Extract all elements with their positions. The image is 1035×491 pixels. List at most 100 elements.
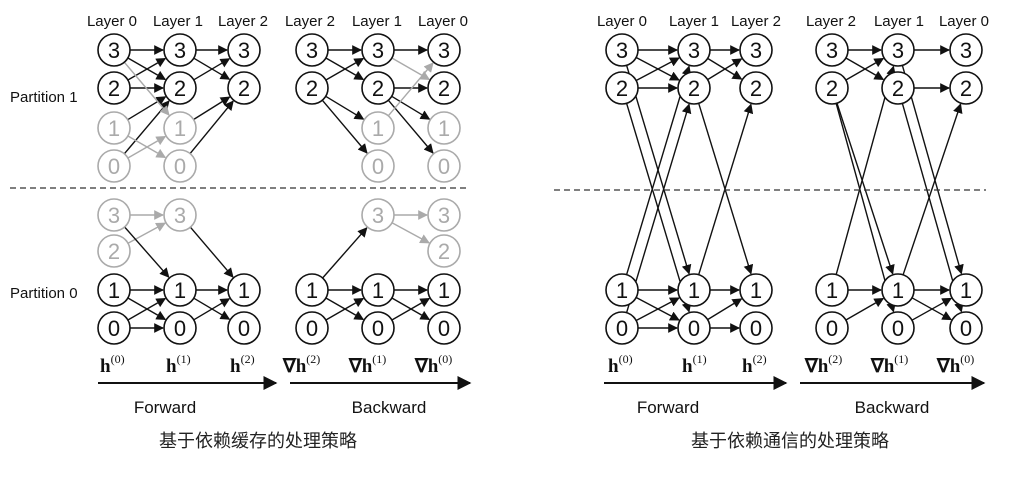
vertex-id: 0 (372, 316, 384, 341)
vertex-circle (227, 33, 261, 67)
vertex-node: 3 (427, 33, 461, 67)
vertex-circle (97, 111, 131, 145)
vertex-node: 2 (605, 71, 639, 105)
dependency-edge (625, 65, 692, 275)
vertex-node: 3 (361, 198, 395, 232)
dependency-edge (625, 103, 692, 313)
vertex-node: 0 (361, 149, 395, 183)
dependency-edge (127, 57, 167, 81)
vertex-node: 0 (97, 149, 131, 183)
vertex-node: 2 (815, 71, 849, 105)
vertex-circle (739, 311, 773, 345)
vertex-id: 3 (372, 203, 384, 228)
dependency-edge (127, 135, 167, 159)
vertex-id: 1 (174, 278, 186, 303)
vertex-node: 0 (677, 311, 711, 345)
vertex-id: 1 (616, 278, 628, 303)
dependency-edge (901, 65, 964, 275)
vertex-node: 3 (949, 33, 983, 67)
vertex-circle (949, 33, 983, 67)
vertex-node: 0 (163, 149, 197, 183)
vertex-id: 3 (108, 203, 120, 228)
vertex-node: 3 (427, 198, 461, 232)
vertex-node: 0 (881, 311, 915, 345)
dependency-edge (835, 65, 896, 275)
vertex-id: 3 (688, 38, 700, 63)
partition-1-label: Partition 1 (10, 89, 78, 106)
vertex-id: 2 (372, 76, 384, 101)
dependency-edge (635, 297, 680, 322)
vertex-circle (163, 33, 197, 67)
vertex-node: 1 (427, 111, 461, 145)
feature-label: ∇h(1) (348, 352, 386, 377)
dependency-edge (127, 96, 167, 121)
vertex-circle (361, 273, 395, 307)
dependency-edge (635, 57, 680, 82)
vertex-id: 2 (688, 76, 700, 101)
vertex-node: 2 (427, 71, 461, 105)
feature-label: h(2) (742, 352, 767, 377)
layer-header: Layer 2 (806, 13, 856, 30)
vertex-circle (163, 273, 197, 307)
vertex-id: 2 (174, 76, 186, 101)
vertex-id: 2 (826, 76, 838, 101)
vertex-node: 3 (295, 33, 329, 67)
vertex-node: 3 (739, 33, 773, 67)
vertex-node: 0 (739, 311, 773, 345)
vertex-node: 2 (677, 71, 711, 105)
vertex-circle (295, 273, 329, 307)
vertex-id: 3 (174, 38, 186, 63)
vertex-node: 1 (163, 273, 197, 307)
vertex-circle (361, 311, 395, 345)
vertex-node: 3 (227, 33, 261, 67)
vertex-circle (605, 311, 639, 345)
vertex-id: 3 (108, 38, 120, 63)
vertex-node: 2 (295, 71, 329, 105)
vertex-node: 0 (295, 311, 329, 345)
dependency-edge (127, 222, 166, 244)
partition-0-label: Partition 0 (10, 285, 78, 302)
vertex-circle (815, 33, 849, 67)
vertex-circle (949, 273, 983, 307)
vertex-circle (97, 311, 131, 345)
vertex-id: 2 (892, 76, 904, 101)
vertex-node: 0 (427, 149, 461, 183)
vertex-node: 1 (949, 273, 983, 307)
vertex-id: 2 (960, 76, 972, 101)
layer-header: Layer 0 (939, 13, 989, 30)
vertex-id: 0 (688, 316, 700, 341)
vertex-id: 0 (174, 154, 186, 179)
dependency-edge (189, 226, 234, 278)
vertex-id: 3 (750, 38, 762, 63)
vertex-circle (97, 71, 131, 105)
backward-label: Backward (352, 398, 427, 417)
vertex-circle (881, 33, 915, 67)
vertex-id: 3 (174, 203, 186, 228)
dependency-edge (391, 95, 431, 120)
vertex-circle (163, 111, 197, 145)
vertex-circle (361, 111, 395, 145)
vertex-node: 1 (163, 111, 197, 145)
vertex-id: 3 (238, 38, 250, 63)
vertex-id: 1 (750, 278, 762, 303)
vertex-id: 1 (108, 278, 120, 303)
layer-header: Layer 0 (87, 13, 137, 30)
vertex-node: 0 (361, 311, 395, 345)
vertex-circle (295, 71, 329, 105)
feature-label: h(0) (100, 352, 125, 377)
dependency-edge (325, 57, 365, 81)
vertex-node: 3 (881, 33, 915, 67)
vertex-node: 1 (677, 273, 711, 307)
vertex-id: 1 (238, 278, 250, 303)
vertex-id: 3 (438, 203, 450, 228)
vertex-node: 1 (97, 273, 131, 307)
vertex-id: 1 (960, 278, 972, 303)
dependency-edge (698, 103, 754, 275)
vertex-node: 2 (739, 71, 773, 105)
vertex-node: 0 (949, 311, 983, 345)
vertex-circle (605, 71, 639, 105)
vertex-node: 0 (815, 311, 849, 345)
feature-label: ∇h(0) (936, 352, 974, 377)
vertex-id: 1 (306, 278, 318, 303)
dependency-edge (387, 99, 434, 154)
